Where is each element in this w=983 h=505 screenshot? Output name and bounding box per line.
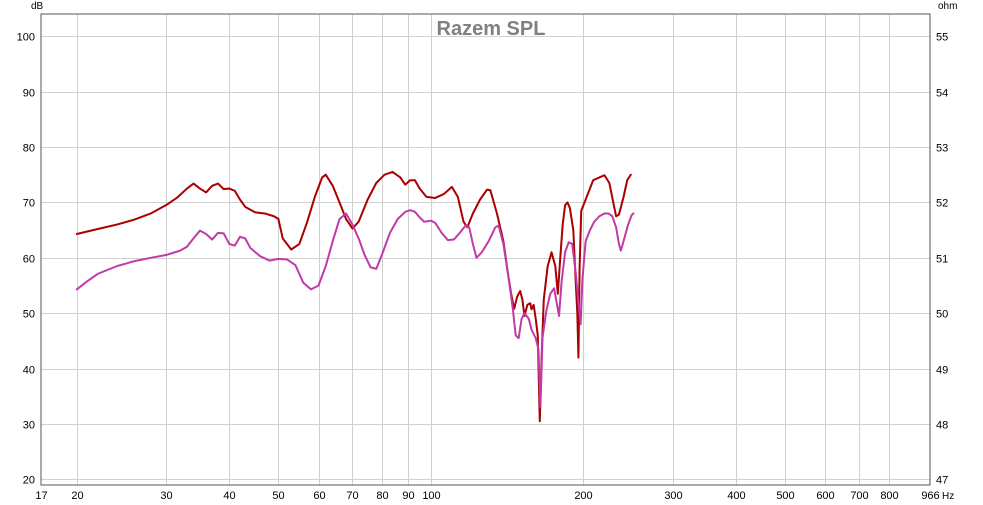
y-tick-label: 40	[23, 365, 35, 377]
x-tick-label: 800	[880, 490, 898, 502]
x-tick-label: 500	[776, 490, 794, 502]
y-tick-label: 50	[23, 309, 35, 321]
x-axis-unit-label: Hz	[942, 491, 954, 502]
x-tick-label: 100	[422, 490, 440, 502]
x-tick-label: 80	[376, 490, 388, 502]
x-tick-label: 600	[816, 490, 834, 502]
y2-tick-label: 52	[936, 198, 948, 210]
y-tick-label: 90	[23, 88, 35, 100]
y2-axis-unit-label: ohm	[938, 1, 957, 12]
x-tick-label: 60	[313, 490, 325, 502]
series-line-2	[75, 209, 635, 409]
y-tick-label: 30	[23, 420, 35, 432]
y2-tick-label: 51	[936, 254, 948, 266]
x-tick-label: 400	[727, 490, 745, 502]
x-tick-label: 40	[223, 490, 235, 502]
x-tick-label: 30	[160, 490, 172, 502]
x-tick-label: 17	[35, 490, 47, 502]
x-tick-label: 90	[402, 490, 414, 502]
y2-tick-label: 49	[936, 365, 948, 377]
y2-tick-label: 53	[936, 143, 948, 155]
chart-title: Razem SPL	[437, 18, 546, 40]
y2-tick-label: 55	[936, 32, 948, 44]
y-tick-label: 80	[23, 143, 35, 155]
y-tick-label: 100	[17, 32, 35, 44]
y-tick-label: 20	[23, 475, 35, 487]
x-tick-label: 50	[272, 490, 284, 502]
y-axis-unit-label: dB	[31, 1, 44, 12]
y2-tick-label: 47	[936, 475, 948, 487]
series-line-1	[75, 170, 632, 423]
x-tick-label: 300	[664, 490, 682, 502]
y2-tick-label: 50	[936, 309, 948, 321]
x-tick-label: 200	[574, 490, 592, 502]
x-tick-label: 966	[921, 490, 939, 502]
y-tick-label: 60	[23, 254, 35, 266]
y-tick-label: 70	[23, 198, 35, 210]
x-tick-label: 70	[346, 490, 358, 502]
x-tick-label: 700	[850, 490, 868, 502]
plot-frame	[40, 13, 931, 486]
y2-tick-label: 54	[936, 88, 948, 100]
tick-layer: 17 20 30 40 50 60 70 80 90 100 200 300 400 500 600 700 8…	[17, 32, 949, 503]
series-layer	[75, 170, 635, 423]
grid-layer	[41, 14, 930, 485]
y2-tick-label: 48	[936, 420, 948, 432]
x-tick-label: 20	[71, 490, 83, 502]
